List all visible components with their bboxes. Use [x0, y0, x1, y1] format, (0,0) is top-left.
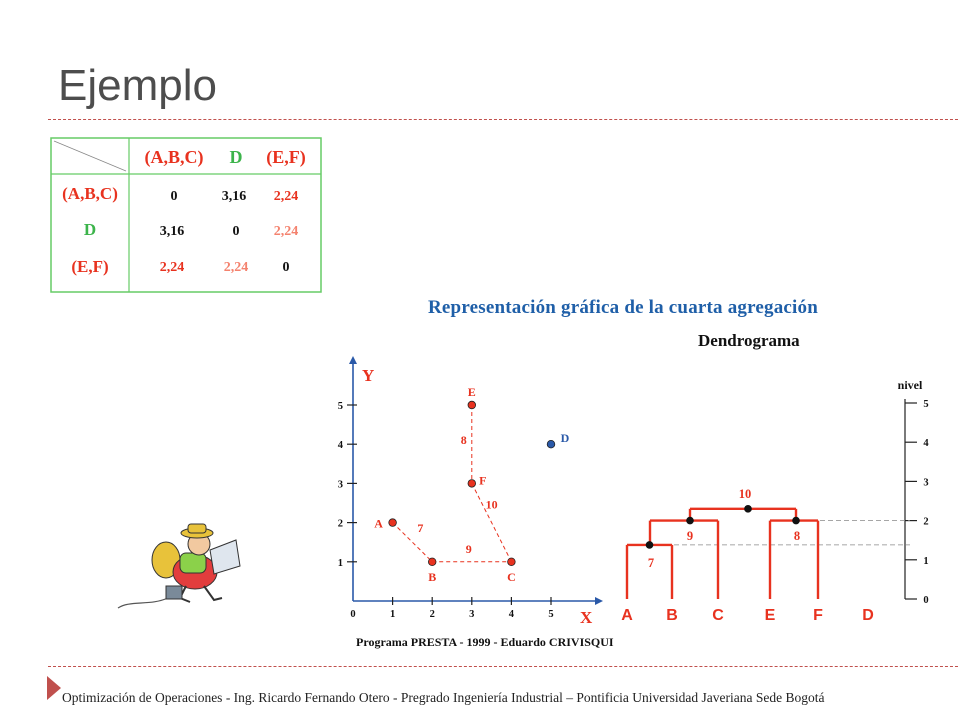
point-label: F	[479, 473, 486, 487]
matrix-cell: 2,24	[274, 224, 299, 239]
level-tick-label: 1	[923, 556, 928, 567]
distance-matrix: (A,B,C) D (E,F) (A,B,C) D (E,F) 0 3,16 2…	[50, 137, 322, 293]
dendrogram-title: Dendrograma	[698, 331, 800, 350]
matrix-row-header: D	[84, 220, 96, 239]
y-tick-label: 4	[338, 440, 344, 451]
leaf-label: D	[862, 607, 874, 624]
merge-node	[792, 516, 800, 525]
merge-level-label: 7	[648, 556, 654, 570]
matrix-cell: 2,24	[224, 260, 249, 275]
footer-triangle-icon	[47, 676, 61, 700]
level-tick-label: 4	[923, 438, 929, 449]
matrix-diagonal	[53, 140, 127, 172]
x-tick-label: 5	[548, 609, 553, 620]
program-credit: Programa PRESTA - 1999 - Eduardo CRIVISQ…	[356, 635, 614, 649]
matrix-cell: 3,16	[160, 224, 185, 239]
data-point	[467, 479, 476, 488]
x-tick-label: 1	[390, 609, 395, 620]
matrix-col-header: D	[230, 147, 243, 167]
level-axis-label: nivel	[898, 378, 923, 392]
point-label: E	[468, 385, 476, 399]
link-distance-label: 8	[461, 433, 467, 447]
level-tick-label: 3	[923, 477, 928, 488]
data-point	[428, 557, 437, 566]
merge-level-label: 8	[794, 529, 800, 543]
point-label: D	[561, 431, 570, 445]
x-tick-label: 4	[509, 609, 515, 620]
x-tick-label: 2	[430, 609, 435, 620]
matrix-row-header: (E,F)	[71, 257, 108, 276]
leaf-label: A	[621, 607, 633, 624]
leaf-label: F	[813, 607, 823, 624]
level-tick-label: 2	[923, 517, 928, 528]
y-tick-label: 1	[338, 558, 343, 569]
bottom-divider	[48, 666, 960, 667]
merge-level-label: 10	[739, 487, 752, 501]
x-tick-label: 0	[350, 609, 355, 620]
point-label: C	[507, 570, 516, 584]
x-axis-label: X	[580, 608, 593, 627]
slide-title: Ejemplo	[58, 61, 217, 110]
data-point	[388, 518, 397, 527]
data-point	[507, 557, 516, 566]
slide-footer: Optimización de Operaciones - Ing. Ricar…	[62, 690, 825, 705]
level-tick-label: 5	[923, 399, 928, 410]
link-distance-label: 10	[486, 498, 498, 512]
cluster-link	[471, 483, 512, 563]
hiker-clipart	[117, 523, 241, 609]
y-axis-arrow	[349, 356, 357, 364]
matrix-cell: 0	[233, 224, 240, 239]
y-tick-label: 3	[338, 479, 343, 490]
merge-node	[645, 541, 654, 549]
leaf-label: B	[666, 607, 678, 624]
leaf-label: C	[712, 607, 724, 624]
link-distance-label: 9	[466, 542, 472, 556]
data-point	[546, 440, 556, 449]
matrix-col-header: (A,B,C)	[145, 147, 204, 168]
leaf-label: E	[765, 607, 776, 624]
level-tick-label: 0	[923, 595, 928, 606]
data-point	[467, 400, 476, 410]
figure-subtitle: Representación gráfica de la cuarta agre…	[428, 297, 819, 318]
matrix-cell: 2,24	[274, 189, 299, 204]
matrix-cell: 3,16	[222, 189, 247, 204]
matrix-cell: 0	[171, 189, 178, 204]
x-axis-arrow	[595, 597, 603, 605]
cluster-link	[392, 522, 433, 563]
merge-node	[744, 505, 752, 513]
point-label: A	[374, 517, 383, 531]
x-tick-label: 3	[469, 609, 474, 620]
y-axis-label: Y	[362, 366, 374, 385]
point-label: B	[428, 570, 436, 584]
link-distance-label: 7	[417, 521, 423, 535]
y-tick-label: 2	[338, 519, 343, 530]
matrix-col-header: (E,F)	[266, 147, 306, 168]
top-divider	[48, 119, 960, 120]
matrix-cell: 2,24	[160, 260, 185, 275]
y-tick-label: 5	[338, 401, 343, 412]
matrix-row-header: (A,B,C)	[62, 184, 118, 203]
merge-node	[686, 516, 694, 525]
merge-level-label: 9	[687, 529, 693, 543]
matrix-cell: 0	[283, 260, 290, 275]
